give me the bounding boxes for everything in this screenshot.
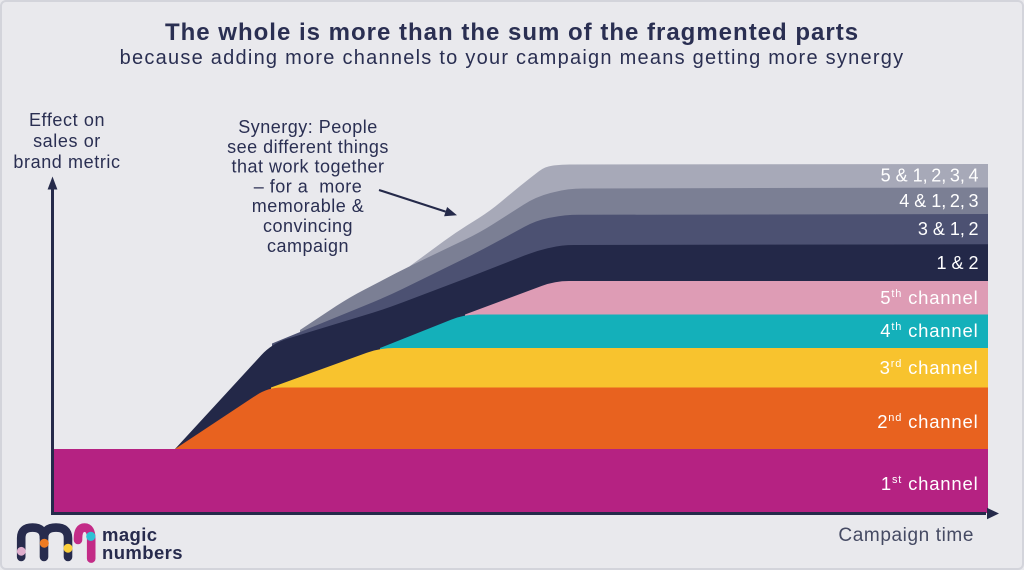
svg-text:4th channel: 4th channel <box>880 320 978 341</box>
svg-text:3rd channel: 3rd channel <box>880 357 979 378</box>
svg-text:memorable &: memorable & <box>252 196 365 216</box>
svg-text:campaign: campaign <box>267 236 349 256</box>
svg-text:5 & 1, 2, 3, 4: 5 & 1, 2, 3, 4 <box>881 166 979 186</box>
svg-text:numbers: numbers <box>102 542 183 563</box>
svg-text:– for a more: – for a more <box>254 176 363 196</box>
svg-text:convincing: convincing <box>263 216 353 236</box>
svg-text:magic: magic <box>102 524 157 545</box>
svg-text:see different things: see different things <box>227 137 389 157</box>
svg-text:1st channel: 1st channel <box>881 473 979 494</box>
svg-text:5th channel: 5th channel <box>880 287 978 308</box>
svg-text:sales or: sales or <box>33 131 101 151</box>
svg-text:that work together: that work together <box>231 157 384 177</box>
svg-text:Synergy: People: Synergy: People <box>238 117 378 137</box>
svg-text:2nd channel: 2nd channel <box>877 411 978 432</box>
svg-text:because adding more channels t: because adding more channels to your cam… <box>120 47 905 69</box>
svg-text:1 & 2: 1 & 2 <box>936 253 978 273</box>
svg-text:Campaign time: Campaign time <box>838 525 974 546</box>
svg-text:The whole is more than the sum: The whole is more than the sum of the fr… <box>165 19 859 46</box>
svg-text:Effect on: Effect on <box>29 110 105 130</box>
svg-text:4 & 1, 2, 3: 4 & 1, 2, 3 <box>899 191 978 211</box>
svg-text:3 & 1, 2: 3 & 1, 2 <box>918 219 979 239</box>
svg-text:brand metric: brand metric <box>13 152 120 172</box>
